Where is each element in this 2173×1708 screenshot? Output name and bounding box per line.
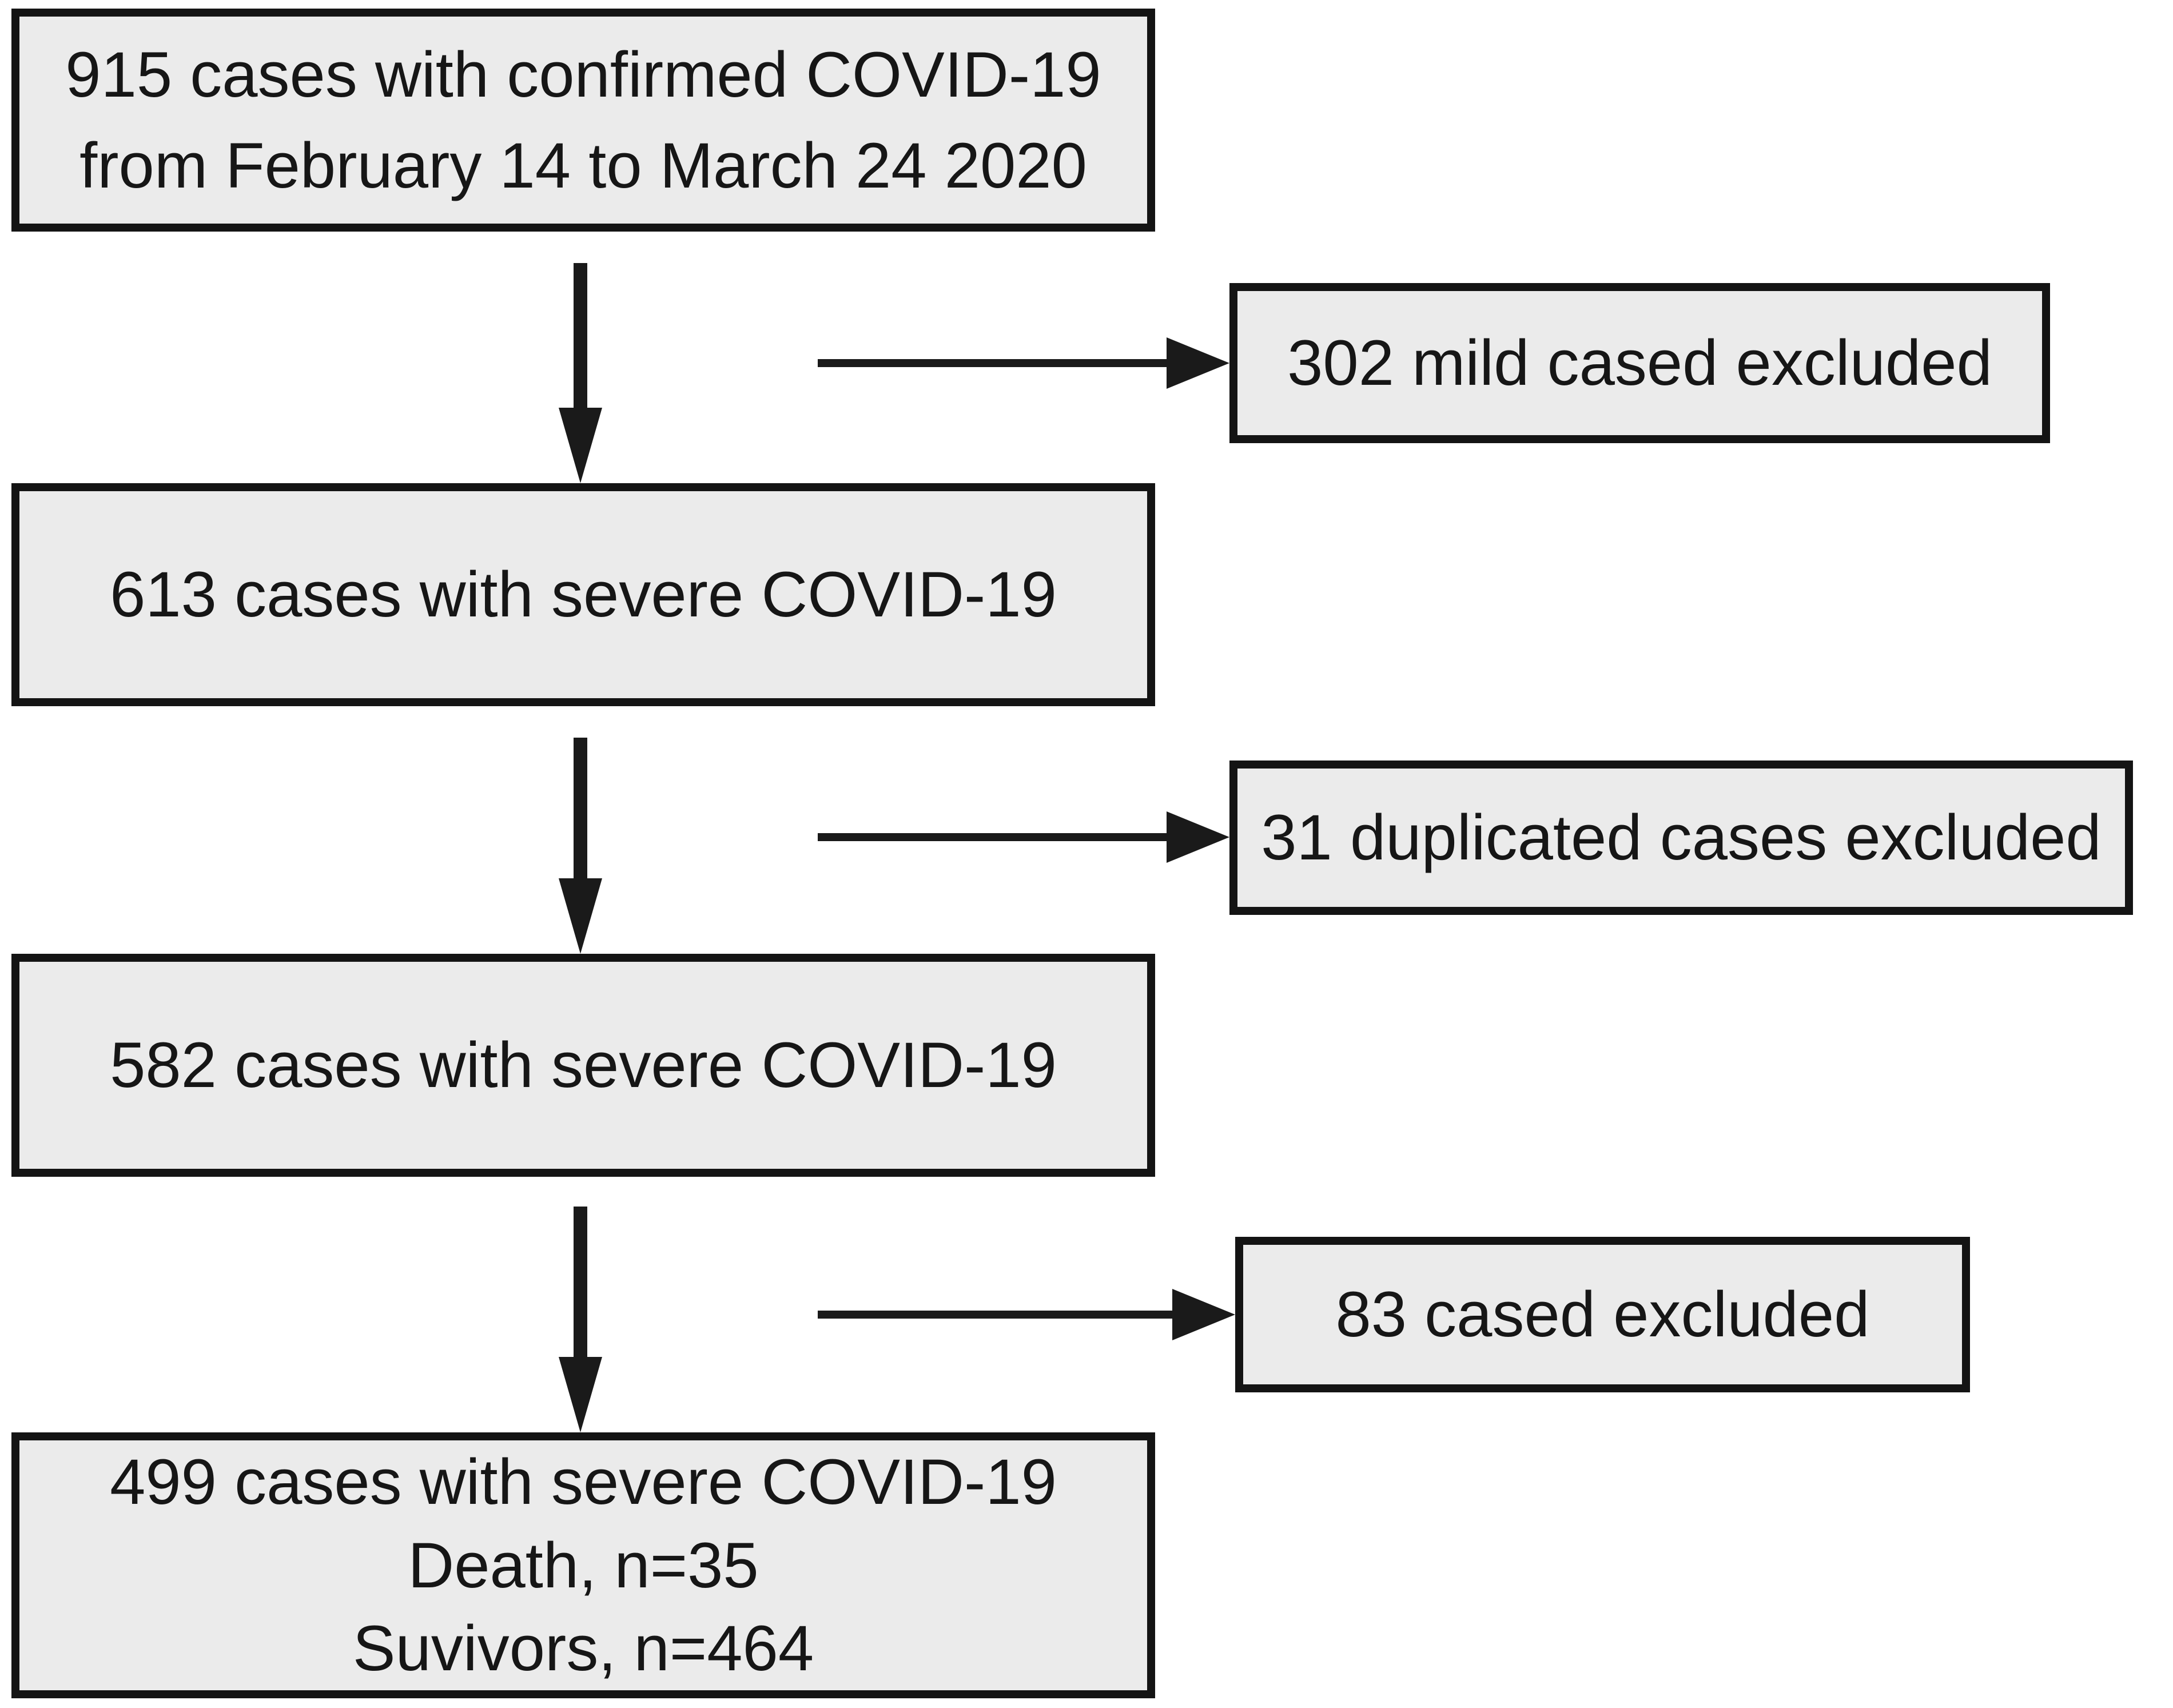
node-severe-582: 582 cases with severe COVID-19 [11, 954, 1155, 1177]
right-arrow-icon [818, 1289, 1235, 1340]
node-text-line: 302 mild cased excluded [1287, 327, 1992, 399]
right-arrow-icon [818, 811, 1229, 863]
arrow-stem [818, 359, 1168, 367]
arrow-head [1167, 337, 1229, 389]
node-text-line: 915 cases with confirmed COVID-19 [65, 38, 1101, 110]
arrow-head [559, 408, 602, 483]
node-text-line: 31 duplicated cases excluded [1261, 802, 2102, 874]
node-excluded-other: 83 cased excluded [1235, 1237, 1970, 1392]
down-arrow-icon [559, 1207, 602, 1432]
node-text-line: 613 cases with severe COVID-19 [110, 559, 1057, 631]
arrow-head [1172, 1289, 1235, 1340]
node-text-line: 582 cases with severe COVID-19 [110, 1029, 1057, 1101]
down-arrow-icon [559, 738, 602, 954]
node-text-line: from February 14 to March 24 2020 [79, 130, 1087, 201]
arrow-stem [574, 738, 587, 880]
arrow-stem [574, 263, 587, 409]
node-text-line: 83 cased excluded [1335, 1279, 1870, 1351]
arrow-head [559, 878, 602, 954]
node-text-line: Suvivors, n=464 [352, 1613, 814, 1685]
node-text-line: Death, n=35 [408, 1529, 759, 1601]
node-text-line: 499 cases with severe COVID-19 [110, 1446, 1057, 1518]
arrow-stem [818, 833, 1168, 841]
arrow-stem [818, 1311, 1173, 1319]
node-excluded-mild: 302 mild cased excluded [1229, 283, 2050, 443]
down-arrow-icon [559, 263, 602, 483]
arrow-stem [574, 1207, 587, 1359]
node-final-cohort: 499 cases with severe COVID-19 Death, n=… [11, 1432, 1155, 1698]
right-arrow-icon [818, 337, 1229, 389]
arrow-head [1167, 811, 1229, 863]
node-severe-613: 613 cases with severe COVID-19 [11, 483, 1155, 706]
arrow-head [559, 1357, 602, 1432]
node-excluded-duplicated: 31 duplicated cases excluded [1229, 761, 2133, 915]
node-confirmed-cases: 915 cases with confirmed COVID-19 from F… [11, 9, 1155, 232]
